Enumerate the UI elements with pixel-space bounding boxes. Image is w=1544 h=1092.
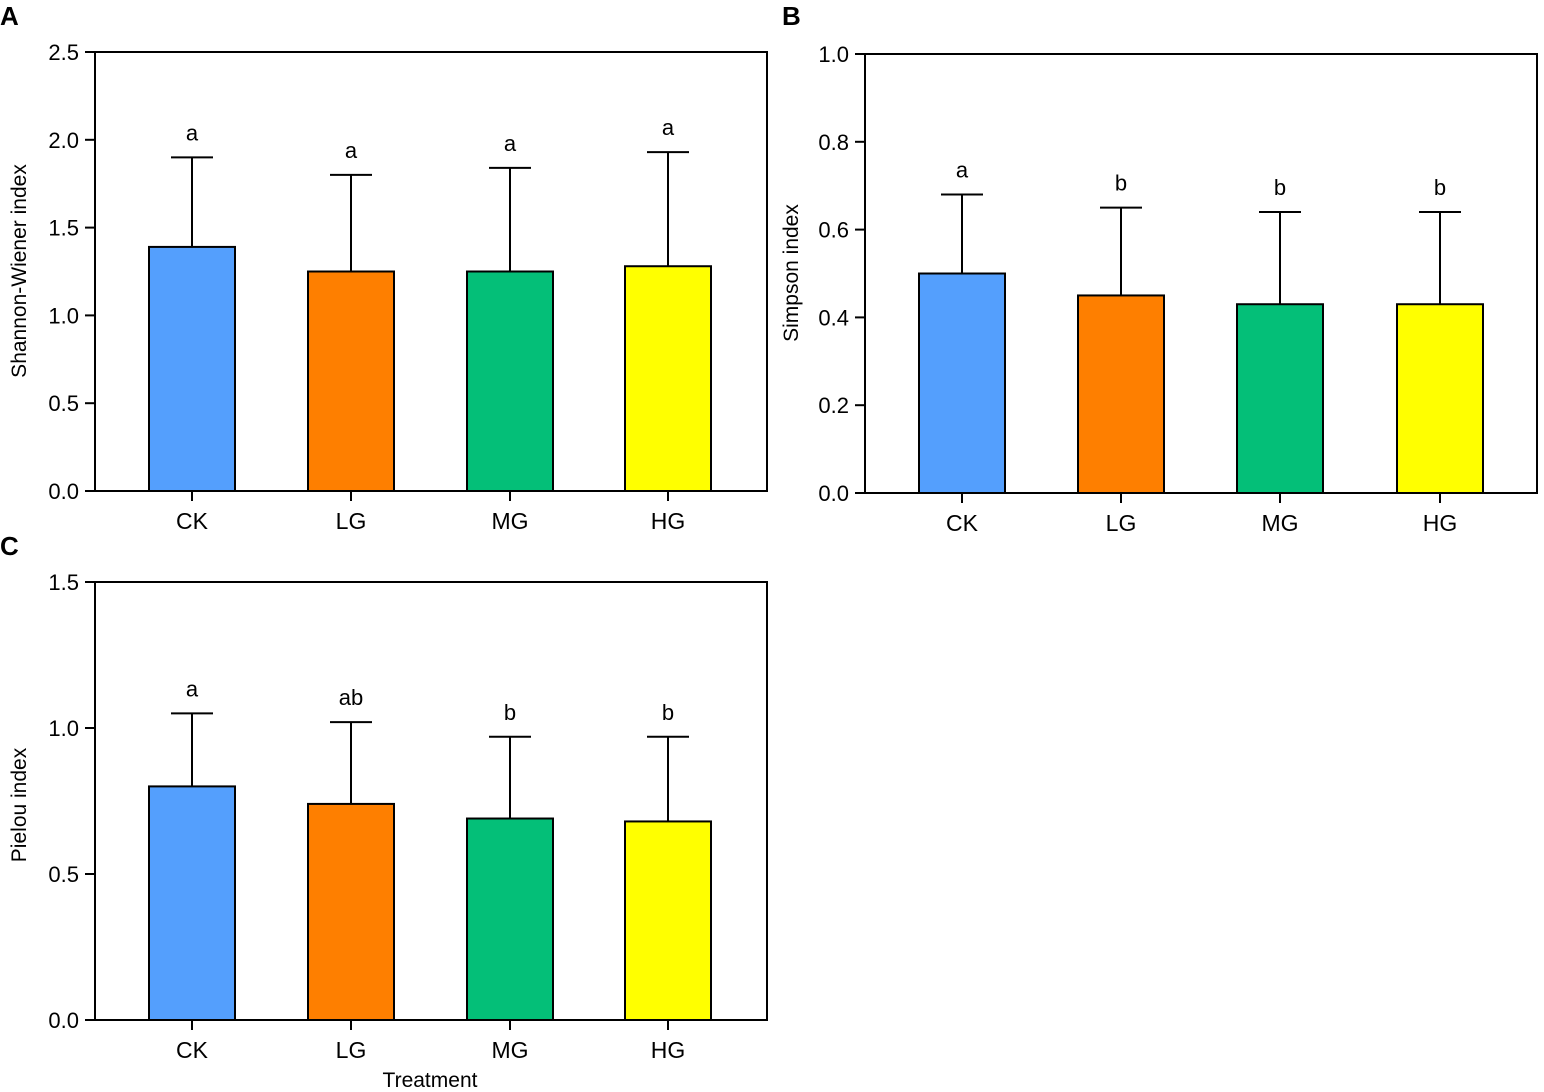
panel-b-ytick-label: 0.6 [818,218,849,243]
panel-b-ytick-label: 0.4 [818,305,849,330]
panel-c-letter: C [0,531,19,561]
panel-c-ytick-label: 1.5 [48,570,79,595]
panel-a: A 0.0 0.5 1.0 1.5 2.0 2.5 a CK a LG a MG a HG Shannon-… [0,1,768,534]
panel-c-sig-letter-mg: b [504,700,516,725]
panel-a-bar-ck [148,245,236,492]
panel-a-sig-letter-ck: a [186,120,199,145]
panel-b-bar-hg [1396,303,1484,495]
panel-b-ytick-label: 0.2 [818,393,849,418]
panel-a-plot: 0.0 0.5 1.0 1.5 2.0 2.5 a CK a LG a MG a HG Shannon-Wi… [8,40,768,534]
panel-b-ylabel: Simpson index [780,204,803,342]
panel-b-category-label-mg: MG [1261,510,1298,536]
panel-a-sig-letter-mg: a [504,131,517,156]
panel-c-ytick-label: 1.0 [48,716,79,741]
panel-a-category-label-mg: MG [491,508,528,534]
panel-b: B 0.0 0.2 0.4 0.6 0.8 1.0 a CK b LG b MG b HG Simpson … [780,1,1538,536]
panel-b-ytick-label: 0.0 [818,481,849,506]
panel-b-category-label-hg: HG [1423,510,1458,536]
panel-a-ylabel: Shannon-Wiener index [8,164,31,378]
panel-a-sig-letter-hg: a [662,115,675,140]
panel-c-bar-mg [466,817,554,1022]
panel-a-ytick-label: 0.5 [48,391,79,416]
panel-a-bar-lg [307,270,395,492]
panel-a-ytick-label: 2.5 [48,40,79,65]
panel-a-bar-hg [624,265,712,492]
panel-a-bar-mg [466,270,554,492]
panel-a-ytick-label: 1.5 [48,216,79,241]
panel-b-plot: 0.0 0.2 0.4 0.6 0.8 1.0 a CK b LG b MG b HG Simpson in… [780,42,1538,536]
panel-c-category-label-mg: MG [491,1037,528,1063]
panel-c-ylabel: Pielou index [8,747,31,862]
panel-c-xlabel: Treatment [383,1069,478,1092]
panel-a-letter: A [0,1,19,31]
panel-c-ytick-label: 0.5 [48,862,79,887]
panel-b-sig-letter-mg: b [1274,175,1286,200]
panel-a-ytick-label: 1.0 [48,303,79,328]
panel-a-sig-letter-lg: a [345,138,358,163]
panel-a-frame [94,51,768,492]
panel-c-category-label-ck: CK [176,1037,209,1063]
panel-a-category-label-ck: CK [176,508,209,534]
panel-c-sig-letter-ck: a [186,676,199,701]
panel-b-ytick-label: 0.8 [818,130,849,155]
panel-a-category-label-lg: LG [336,508,367,534]
panel-c: C 0.0 0.5 1.0 1.5 a CK ab LG b MG b HG Pielou index T… [0,531,768,1092]
panel-b-sig-letter-lg: b [1115,171,1127,196]
panel-b-ytick-label: 1.0 [818,42,849,67]
panel-c-category-label-hg: HG [651,1037,686,1063]
panel-b-frame [864,53,1538,494]
panel-c-sig-letter-lg: ab [339,685,363,710]
panel-b-bar-mg [1236,303,1324,495]
panel-b-sig-letter-ck: a [956,157,969,182]
panel-c-ytick-label: 0.0 [48,1008,79,1033]
panel-b-category-label-ck: CK [946,510,979,536]
panel-c-bar-ck [148,785,236,1022]
panel-b-sig-letter-hg: b [1434,175,1446,200]
panel-c-bar-lg [307,802,395,1021]
panel-a-category-label-hg: HG [651,508,686,534]
panel-c-plot: 0.0 0.5 1.0 1.5 a CK ab LG b MG b HG Pielou index Tre… [8,570,768,1092]
panel-c-sig-letter-hg: b [662,700,674,725]
panel-a-ytick-label: 2.0 [48,128,79,153]
panel-b-bar-lg [1077,294,1165,495]
panel-b-category-label-lg: LG [1106,510,1137,536]
panel-c-bar-hg [624,820,712,1021]
panel-c-frame [94,581,768,1021]
panel-a-ytick-label: 0.0 [48,479,79,504]
panel-b-letter: B [782,1,801,31]
panel-c-category-label-lg: LG [336,1037,367,1063]
panel-b-bar-ck [918,272,1006,494]
